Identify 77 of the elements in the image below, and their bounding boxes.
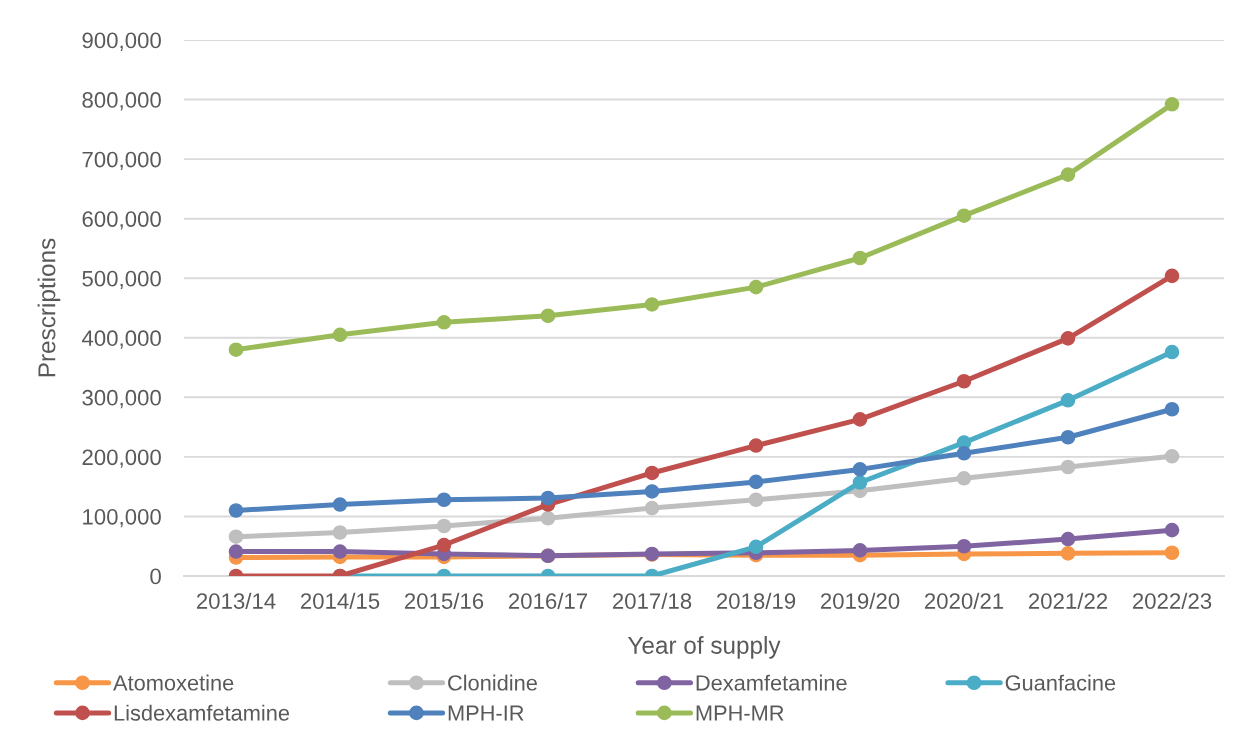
x-tick-label: 2017/18 [612, 592, 692, 609]
legend-label: Dexamfetamine [696, 674, 847, 691]
point [748, 279, 764, 295]
point [436, 537, 452, 553]
point [852, 250, 868, 266]
point [332, 497, 348, 512]
point [1164, 97, 1180, 112]
legend-label: Atomoxetine [113, 674, 234, 691]
x-tick-label: 2019/20 [820, 592, 900, 609]
y-tick-label: 800,000 [82, 92, 161, 111]
point [748, 474, 764, 490]
point [644, 297, 660, 312]
point [1060, 429, 1076, 445]
point [644, 500, 660, 516]
point [1060, 167, 1076, 182]
legend-label: MPH-MR [696, 705, 784, 721]
x-axis-title: Year of supply [627, 636, 781, 659]
point [1164, 449, 1180, 464]
legend-label: Lisdexamfetamine [114, 704, 290, 721]
point [1164, 344, 1180, 360]
point [540, 510, 556, 526]
point [956, 471, 972, 486]
point [956, 538, 972, 554]
legend-label: Clonidine [448, 674, 537, 691]
point [540, 308, 556, 324]
point [332, 525, 348, 540]
x-tick-label: 2022/23 [1132, 592, 1212, 609]
y-tick-label: 0 [150, 568, 161, 585]
point [332, 327, 348, 343]
point [228, 342, 244, 357]
x-tick-label: 2016/17 [508, 592, 588, 609]
point [228, 529, 244, 544]
point [852, 412, 868, 427]
point [436, 315, 452, 330]
point [436, 518, 452, 534]
point [644, 484, 660, 499]
point [1164, 545, 1180, 561]
point [748, 539, 764, 555]
point [748, 492, 764, 508]
point [1060, 546, 1076, 561]
point [956, 373, 972, 389]
x-tick-label: 2020/21 [924, 592, 1004, 609]
point [228, 503, 244, 518]
y-tick-label: 200,000 [82, 449, 161, 468]
point [1060, 331, 1076, 346]
x-tick-label: 2021/22 [1028, 592, 1108, 609]
point [1060, 393, 1076, 408]
x-tick-label: 2013/14 [196, 592, 276, 609]
y-tick-label: 400,000 [81, 330, 161, 349]
point [956, 446, 972, 461]
point [956, 208, 972, 223]
point [644, 465, 660, 481]
x-tick-label: 2014/15 [300, 592, 380, 609]
x-tick-label: 2015/16 [404, 592, 484, 609]
x-tick-label: 2018/19 [716, 592, 796, 609]
point [436, 492, 452, 508]
point [852, 543, 868, 558]
point [332, 544, 348, 559]
point [852, 475, 868, 490]
legend-label: Guanfacine [1005, 674, 1116, 691]
point [540, 490, 556, 506]
point [1164, 401, 1180, 417]
y-axis-title: Prescriptions [37, 238, 61, 377]
point [1164, 522, 1180, 538]
y-tick-label: 100,000 [83, 508, 161, 528]
point [748, 438, 764, 453]
y-tick-label: 300,000 [82, 389, 161, 409]
legend-label: MPH-IR [448, 705, 524, 721]
point [1164, 268, 1180, 284]
y-tick-label: 700,000 [82, 151, 161, 171]
point [228, 544, 244, 559]
y-tick-label: 600,000 [82, 211, 161, 230]
point [852, 462, 868, 477]
point [1060, 531, 1076, 547]
y-tick-label: 900,000 [82, 32, 161, 51]
point [1060, 459, 1076, 475]
y-tick-label: 500,000 [82, 270, 161, 290]
